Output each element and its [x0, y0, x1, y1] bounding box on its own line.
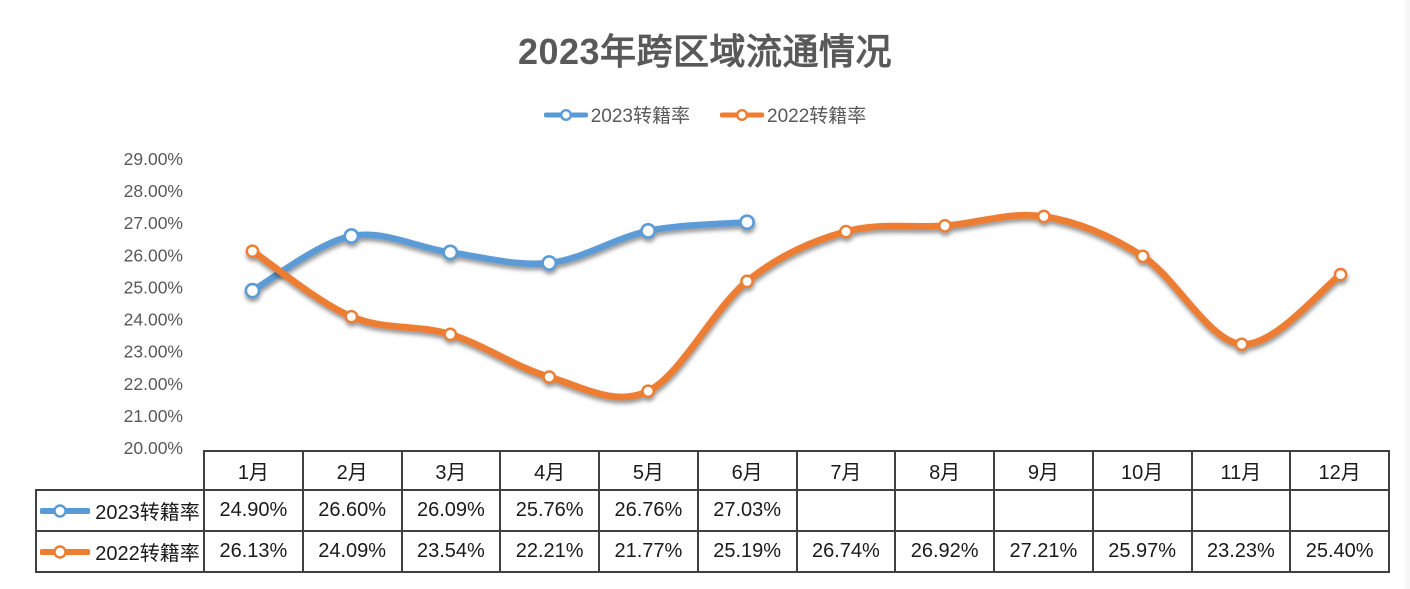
row-header-cell: 2022转籍率 — [35, 530, 205, 573]
value-cell: 24.90% — [203, 489, 304, 532]
y-axis-tick-label: 28.00% — [124, 181, 183, 201]
month-header-cell: 8月 — [894, 450, 995, 491]
data-point-marker — [343, 228, 360, 244]
value-cell: 26.13% — [203, 530, 304, 573]
data-point-marker — [1037, 209, 1051, 224]
value-cell — [894, 489, 995, 532]
value-cell: 24.09% — [301, 530, 403, 573]
value-cell — [795, 489, 897, 532]
value-cell — [993, 489, 1094, 532]
data-point-marker — [542, 370, 557, 384]
data-point-marker — [641, 384, 655, 398]
value-cell: 22.21% — [499, 530, 600, 573]
value-cell: 25.40% — [1289, 530, 1390, 573]
value-cell — [1190, 489, 1292, 532]
month-header-cell: 1月 — [203, 450, 304, 491]
data-point-marker — [541, 255, 558, 271]
series-key-icon — [40, 544, 91, 559]
month-header-cell: 12月 — [1289, 450, 1390, 491]
month-header-cell: 10月 — [1091, 450, 1193, 491]
data-point-marker — [1234, 337, 1249, 352]
data-point-marker — [442, 244, 459, 261]
table-header-row: 1月 2月 3月 4月 5月 6月 7月 8月 9月 10月 11月 12月 — [36, 450, 1390, 491]
value-cell — [1289, 489, 1390, 532]
data-point-marker — [443, 327, 458, 342]
row-header-cell: 2023转籍率 — [35, 489, 205, 532]
data-point-marker — [244, 282, 261, 299]
month-header-cell: 3月 — [400, 450, 502, 491]
legend-item-label: 2022转籍率 — [767, 106, 867, 127]
series-2023转籍率 — [244, 214, 755, 299]
data-point-marker — [344, 309, 359, 324]
month-header-cell: 2月 — [301, 450, 403, 491]
y-axis-tick-label: 26.00% — [124, 245, 183, 265]
series-key-icon — [40, 503, 91, 518]
month-header-cell: 6月 — [696, 450, 798, 491]
series-key-icon — [720, 108, 764, 121]
y-axis-tick-label: 24.00% — [124, 310, 183, 330]
series-line — [249, 219, 751, 294]
legend-item: 2022转籍率 — [720, 101, 866, 128]
data-point-marker — [1333, 267, 1348, 282]
legend-item: 2023转籍率 — [543, 101, 690, 128]
y-axis: 29.00% 28.00% 27.00% 26.00% 25.00% 24.00% 23.0… — [124, 149, 183, 458]
chart-legend: 2023转籍率 2022转籍率 — [0, 101, 1410, 128]
series-name-label: 2022转籍率 — [95, 543, 200, 565]
y-axis-tick-label: 22.00% — [124, 374, 183, 394]
table-row: 2023转籍率 24.90% 26.60% 26.09% 25.76% 26.76% 27.… — [35, 489, 1390, 532]
month-header-cell: 11月 — [1190, 450, 1292, 491]
data-point-marker — [938, 218, 952, 233]
data-point-marker — [1135, 249, 1150, 264]
data-point-marker — [245, 244, 260, 258]
y-axis-tick-label: 23.00% — [124, 342, 183, 362]
value-cell: 26.76% — [598, 489, 699, 532]
chart-title: 2023年跨区域流通情况 — [517, 31, 893, 72]
data-point-marker — [640, 223, 657, 239]
value-cell — [1091, 489, 1193, 532]
series-name-label: 2023转籍率 — [95, 502, 200, 524]
data-point-marker — [740, 274, 754, 289]
legend-item-label: 2023转籍率 — [590, 106, 690, 127]
value-cell: 25.19% — [696, 530, 798, 573]
month-header-cell: 5月 — [598, 450, 699, 491]
value-cell: 23.23% — [1190, 530, 1292, 573]
value-cell: 25.76% — [499, 489, 600, 532]
value-cell: 26.74% — [795, 530, 897, 573]
chart-data-table: 1月 2月 3月 4月 5月 6月 7月 8月 9月 10月 11月 12月 2023转籍率 24.90%… — [35, 450, 1390, 573]
value-cell: 23.54% — [400, 530, 502, 573]
value-cell: 26.60% — [301, 489, 403, 532]
series-2022转籍率 — [245, 209, 1348, 401]
y-axis-tick-label: 20.00% — [124, 438, 183, 458]
month-header-cell: 9月 — [993, 450, 1094, 491]
y-axis-tick-label: 27.00% — [124, 213, 183, 233]
value-cell: 26.92% — [894, 530, 995, 573]
value-cell: 27.21% — [993, 530, 1094, 573]
y-axis-tick-label: 21.00% — [124, 406, 183, 426]
month-header-cell: 7月 — [795, 450, 897, 491]
value-cell: 21.77% — [598, 530, 699, 573]
table-row: 2022转籍率 26.13% 24.09% 23.54% 22.21% 21.77% 25.… — [35, 530, 1390, 573]
y-axis-tick-label: 29.00% — [124, 149, 183, 169]
row-header-content: 2022转籍率 — [38, 537, 202, 566]
value-cell: 26.09% — [400, 489, 502, 532]
series-key-icon — [543, 108, 588, 121]
window-edge — [1405, 0, 1410, 589]
table-corner-cell — [36, 451, 204, 490]
data-point-marker — [839, 224, 853, 239]
value-cell: 27.03% — [696, 489, 798, 532]
series-layer — [244, 209, 1348, 401]
month-header-cell: 4月 — [499, 450, 600, 491]
row-header-content: 2023转籍率 — [38, 496, 202, 525]
value-cell: 25.97% — [1091, 530, 1193, 573]
y-axis-tick-label: 25.00% — [124, 277, 183, 297]
data-point-marker — [739, 214, 755, 231]
